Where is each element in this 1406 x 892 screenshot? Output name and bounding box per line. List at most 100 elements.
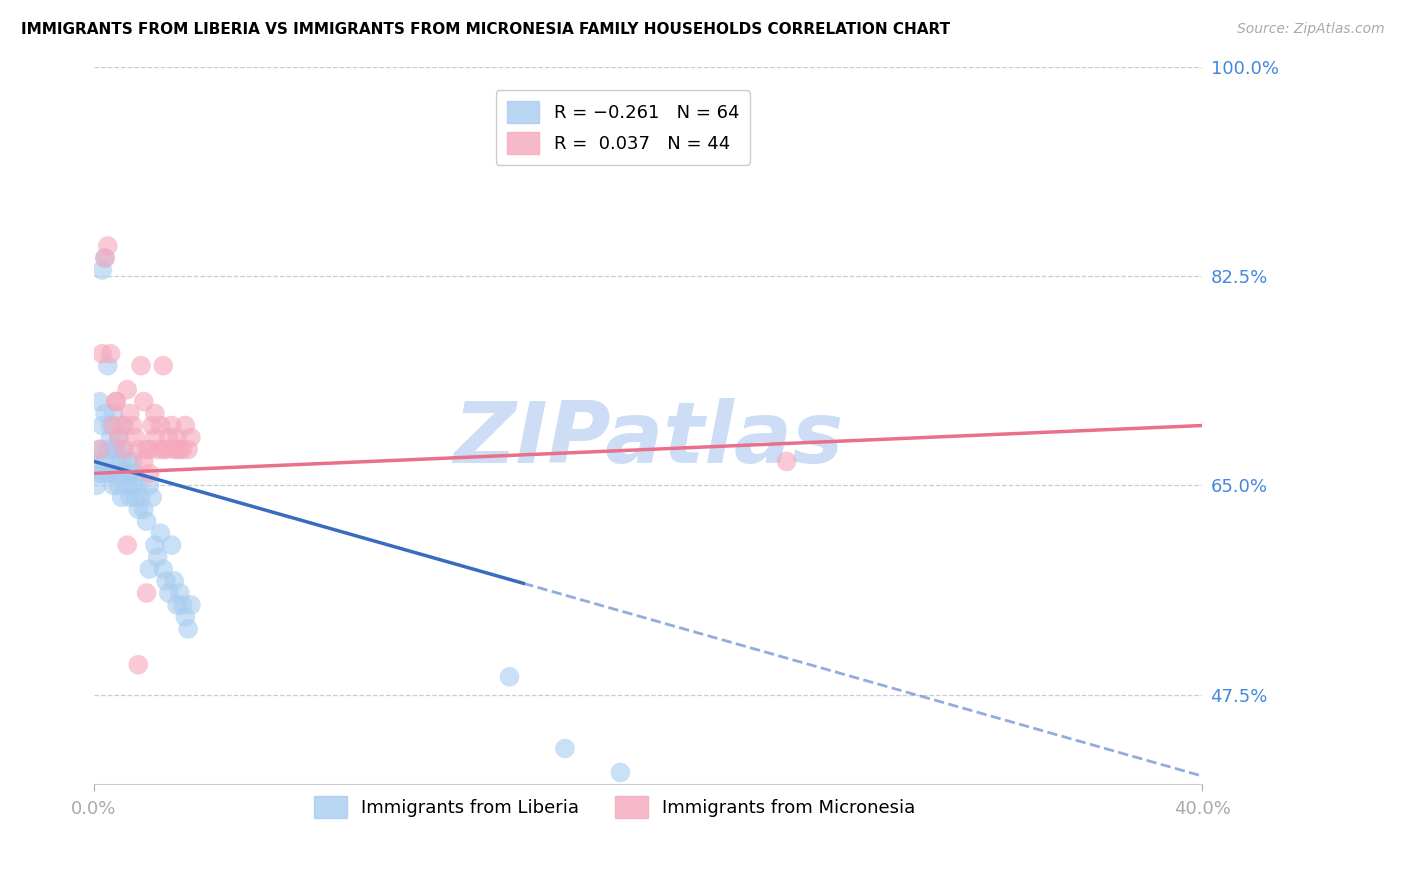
Point [115,383,138,397]
Point [100,430,122,444]
Point [141,418,163,433]
Point [152,442,174,457]
Point [143,538,166,552]
Point [135,586,157,600]
Point [143,407,166,421]
Point [149,526,172,541]
Point [108,478,131,492]
Point [129,491,152,505]
Point [100,347,122,361]
Point [174,610,197,624]
Point [91,263,114,277]
Point [177,622,200,636]
Point [89,442,111,457]
Point [91,418,114,433]
Point [86,454,108,468]
Point [111,442,134,457]
Point [121,478,143,492]
Point [138,467,160,481]
Text: Source: ZipAtlas.com: Source: ZipAtlas.com [1237,22,1385,37]
Point [105,467,128,481]
Point [152,359,174,373]
Point [105,442,128,457]
Point [554,741,576,756]
Point [115,478,138,492]
Point [172,442,194,457]
Point [149,418,172,433]
Point [103,418,125,433]
Point [135,442,157,457]
Point [118,491,141,505]
Point [132,502,155,516]
Point [157,430,180,444]
Point [129,359,152,373]
Point [89,467,111,481]
Point [89,442,111,457]
Point [97,239,120,253]
Point [166,430,188,444]
Point [115,538,138,552]
Point [174,418,197,433]
Point [127,502,149,516]
Point [103,407,125,421]
Point [127,478,149,492]
Point [166,598,188,612]
Text: ZIPatlas: ZIPatlas [453,399,844,482]
Point [172,598,194,612]
Point [89,394,111,409]
Point [94,454,117,468]
Point [775,454,797,468]
Point [121,418,143,433]
Point [100,467,122,481]
Point [135,514,157,528]
Point [138,562,160,576]
Point [665,801,688,815]
Point [108,430,131,444]
Point [112,418,135,433]
Point [103,442,125,457]
Point [169,442,191,457]
Point [118,467,141,481]
Point [91,467,114,481]
Point [157,586,180,600]
Point [103,478,125,492]
Point [94,251,117,265]
Point [143,430,166,444]
Point [169,586,191,600]
Point [94,407,117,421]
Point [146,442,169,457]
Point [127,657,149,672]
Point [97,442,120,457]
Point [163,574,186,588]
Point [111,454,134,468]
Point [118,407,141,421]
Point [112,442,135,457]
Point [498,670,520,684]
Point [115,454,138,468]
Point [127,442,149,457]
Point [155,442,177,457]
Point [94,251,117,265]
Point [111,491,134,505]
Point [609,765,631,780]
Text: IMMIGRANTS FROM LIBERIA VS IMMIGRANTS FROM MICRONESIA FAMILY HOUSEHOLDS CORRELAT: IMMIGRANTS FROM LIBERIA VS IMMIGRANTS FR… [21,22,950,37]
Point [160,418,183,433]
Point [124,467,146,481]
Point [100,418,122,433]
Point [132,394,155,409]
Point [124,430,146,444]
Point [105,394,128,409]
Legend: Immigrants from Liberia, Immigrants from Micronesia: Immigrants from Liberia, Immigrants from… [307,789,922,826]
Point [180,598,202,612]
Point [105,454,128,468]
Point [141,491,163,505]
Point [112,467,135,481]
Point [91,347,114,361]
Point [121,454,143,468]
Point [152,562,174,576]
Point [138,478,160,492]
Point [155,574,177,588]
Point [163,442,186,457]
Point [97,467,120,481]
Point [111,418,134,433]
